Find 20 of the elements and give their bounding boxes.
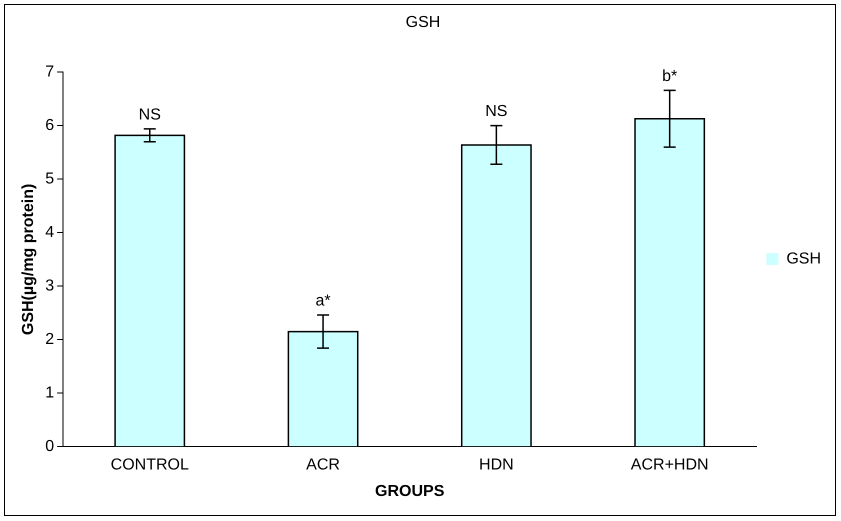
y-tick-label: 0: [45, 438, 54, 456]
y-tick-label: 2: [45, 331, 54, 348]
y-tick-label: 3: [45, 278, 54, 295]
x-tick-label: HDN: [479, 456, 514, 474]
annotation: b*: [662, 68, 678, 85]
chart-title: GSH: [406, 14, 440, 32]
y-tick-label: 7: [45, 64, 54, 81]
y-tick-label: 1: [45, 384, 54, 402]
x-tick-label: ACR+HDN: [630, 456, 709, 474]
annotation: a*: [315, 292, 331, 310]
y-tick-label: 4: [45, 224, 54, 242]
x-tick-label: ACR: [306, 456, 340, 474]
y-axis-title: GSH(µg/mg protein): [20, 184, 38, 336]
y-tick-label: 5: [45, 170, 54, 188]
y-tick-label: 6: [45, 117, 54, 134]
annotation: NS: [485, 103, 508, 120]
annotation: NS: [138, 106, 161, 124]
legend-label: GSH: [786, 250, 821, 268]
x-axis-title: GROUPS: [375, 482, 445, 500]
x-tick-label: CONTROL: [110, 456, 189, 474]
